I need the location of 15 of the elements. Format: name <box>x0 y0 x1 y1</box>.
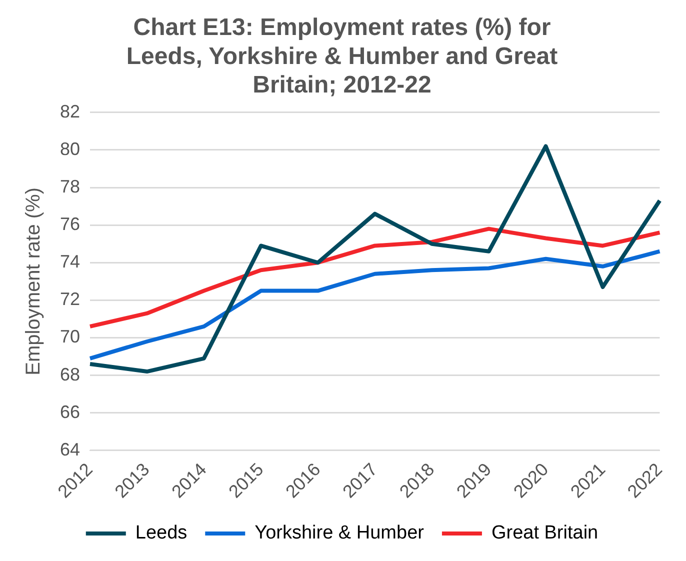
legend-label: Yorkshire & Humber <box>254 522 425 544</box>
y-axis-title: Employment rate (%) <box>22 187 45 376</box>
y-tick-label: 74 <box>60 252 80 272</box>
y-tick-label: 76 <box>60 214 80 234</box>
chart-title: Chart E13: Employment rates (%) for Leeds, Yorkshire & Humber and Great Britain; 2012-22 <box>126 14 558 99</box>
y-tick-label: 78 <box>60 176 80 196</box>
legend-label: Leeds <box>135 522 188 544</box>
legend-label: Great Britain <box>491 522 598 544</box>
y-tick-label: 66 <box>60 402 80 422</box>
y-tick-label: 64 <box>60 439 80 460</box>
y-tick-label: 72 <box>60 289 80 310</box>
y-tick-label: 82 <box>60 101 80 122</box>
y-tick-label: 68 <box>60 364 80 384</box>
y-tick-label: 70 <box>60 326 80 347</box>
y-tick-label: 80 <box>60 138 80 159</box>
